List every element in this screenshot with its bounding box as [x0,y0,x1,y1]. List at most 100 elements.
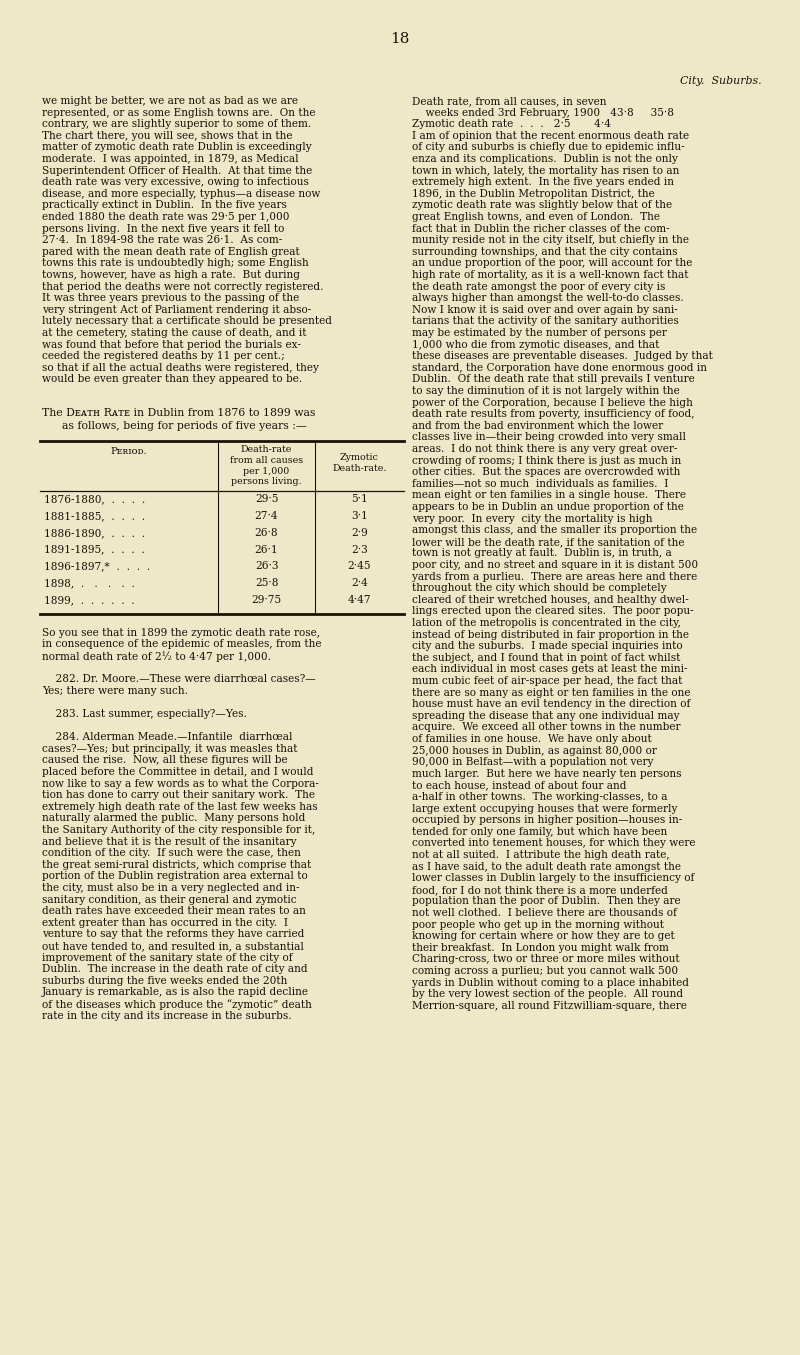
Text: standard, the Corporation have done enormous good in: standard, the Corporation have done enor… [412,363,707,373]
Text: 29·5: 29·5 [255,495,278,504]
Text: acquire.  We exceed all other towns in the number: acquire. We exceed all other towns in th… [412,722,681,733]
Text: we might be better, we are not as bad as we are: we might be better, we are not as bad as… [42,96,298,106]
Text: 90,000 in Belfast—with a population not very: 90,000 in Belfast—with a population not … [412,757,654,767]
Text: 27·4: 27·4 [254,511,278,522]
Text: lower classes in Dublin largely to the insufficiency of: lower classes in Dublin largely to the i… [412,873,694,883]
Text: munity reside not in the city itself, but chiefly in the: munity reside not in the city itself, bu… [412,236,689,245]
Text: town in which, lately, the mortality has risen to an: town in which, lately, the mortality has… [412,165,679,176]
Text: the Sanitary Authority of the city responsible for it,: the Sanitary Authority of the city respo… [42,825,315,835]
Text: classes live in—their being crowded into very small: classes live in—their being crowded into… [412,432,686,442]
Text: tarians that the activity of the sanitary authorities: tarians that the activity of the sanitar… [412,317,678,327]
Text: their breakfast.  In London you might walk from: their breakfast. In London you might wal… [412,943,669,953]
Text: Zymotic
Death-rate.: Zymotic Death-rate. [332,453,386,473]
Text: the death rate amongst the poor of every city is: the death rate amongst the poor of every… [412,282,666,291]
Text: cases?—Yes; but principally, it was measles that: cases?—Yes; but principally, it was meas… [42,744,298,753]
Text: and from the bad environment which the lower: and from the bad environment which the l… [412,421,663,431]
Text: areas.  I do not think there is any very great over-: areas. I do not think there is any very … [412,444,678,454]
Text: extent greater than has occurred in the city.  I: extent greater than has occurred in the … [42,917,288,928]
Text: 25·8: 25·8 [254,579,278,588]
Text: the subject, and I found that in point of fact whilst: the subject, and I found that in point o… [412,653,680,663]
Text: a-half in other towns.  The working-classes, to a: a-half in other towns. The working-class… [412,793,667,802]
Text: The Dᴇᴀᴛʜ Rᴀᴛᴇ in Dublin from 1876 to 1899 was: The Dᴇᴀᴛʜ Rᴀᴛᴇ in Dublin from 1876 to 18… [42,408,315,417]
Text: extremely high extent.  In the five years ended in: extremely high extent. In the five years… [412,178,674,187]
Text: pared with the mean death rate of English great: pared with the mean death rate of Englis… [42,247,300,257]
Text: 1,000 who die from zymotic diseases, and that: 1,000 who die from zymotic diseases, and… [412,340,659,350]
Text: very poor.  In every  city the mortality is high: very poor. In every city the mortality i… [412,514,653,523]
Text: 3·1: 3·1 [351,511,368,522]
Text: 2·9: 2·9 [351,528,368,538]
Text: to say the diminution of it is not largely within the: to say the diminution of it is not large… [412,386,680,396]
Text: enza and its complications.  Dublin is not the only: enza and its complications. Dublin is no… [412,154,678,164]
Text: 2·3: 2·3 [351,545,368,554]
Text: persons living.  In the next five years it fell to: persons living. In the next five years i… [42,224,284,233]
Text: lings erected upon the cleared sites.  The poor popu-: lings erected upon the cleared sites. Th… [412,607,694,617]
Text: not well clothed.  I believe there are thousands of: not well clothed. I believe there are th… [412,908,677,917]
Text: 18: 18 [390,33,410,46]
Text: 26·1: 26·1 [254,545,278,554]
Text: occupied by persons in higher position—houses in-: occupied by persons in higher position—h… [412,816,682,825]
Text: there are so many as eight or ten families in the one: there are so many as eight or ten famili… [412,687,690,698]
Text: Charing-cross, two or three or more miles without: Charing-cross, two or three or more mile… [412,954,680,965]
Text: poor people who get up in the morning without: poor people who get up in the morning wi… [412,920,664,930]
Text: 1899,  .  .  .  .  .  .: 1899, . . . . . . [44,595,134,604]
Text: out have tended to, and resulted in, a substantial: out have tended to, and resulted in, a s… [42,940,304,951]
Text: surrounding townships, and that the city contains: surrounding townships, and that the city… [412,247,678,257]
Text: placed before the Committee in detail, and I would: placed before the Committee in detail, a… [42,767,314,776]
Text: death rate was very excessive, owing to infectious: death rate was very excessive, owing to … [42,178,309,187]
Text: appears to be in Dublin an undue proportion of the: appears to be in Dublin an undue proport… [412,501,684,512]
Text: extremely high death rate of the last few weeks has: extremely high death rate of the last fe… [42,802,318,812]
Text: of city and suburbs is chiefly due to epidemic influ-: of city and suburbs is chiefly due to ep… [412,142,685,152]
Text: weeks ended 3rd February, 1900   43·8     35·8: weeks ended 3rd February, 1900 43·8 35·8 [412,107,674,118]
Text: in consequence of the epidemic of measles, from the: in consequence of the epidemic of measle… [42,640,322,649]
Text: 2·45: 2·45 [348,561,371,572]
Text: may be estimated by the number of persons per: may be estimated by the number of person… [412,328,667,337]
Text: tended for only one family, but which have been: tended for only one family, but which ha… [412,827,667,837]
Text: great English towns, and even of London.  The: great English towns, and even of London.… [412,211,660,222]
Text: 1876-1880,  .  .  .  .: 1876-1880, . . . . [44,495,146,504]
Text: improvement of the sanitary state of the city of: improvement of the sanitary state of the… [42,953,293,962]
Text: the city, must also be in a very neglected and in-: the city, must also be in a very neglect… [42,883,299,893]
Text: house must have an evil tendency in the direction of: house must have an evil tendency in the … [412,699,690,709]
Text: 29·75: 29·75 [251,595,282,604]
Text: represented, or as some English towns are.  On the: represented, or as some English towns ar… [42,107,315,118]
Text: Zymotic death rate  .  .  .   2·5       4·4: Zymotic death rate . . . 2·5 4·4 [412,119,611,129]
Text: was found that before that period the burials ex-: was found that before that period the bu… [42,340,301,350]
Text: venture to say that the reforms they have carried: venture to say that the reforms they hav… [42,930,304,939]
Text: and believe that it is the result of the insanitary: and believe that it is the result of the… [42,836,297,847]
Text: It was three years previous to the passing of the: It was three years previous to the passi… [42,293,299,304]
Text: crowding of rooms; I think there is just as much in: crowding of rooms; I think there is just… [412,455,682,466]
Text: population than the poor of Dublin.  Then they are: population than the poor of Dublin. Then… [412,897,681,906]
Text: poor city, and no street and square in it is distant 500: poor city, and no street and square in i… [412,560,698,570]
Text: 2·4: 2·4 [351,579,368,588]
Text: mum cubic feet of air-space per head, the fact that: mum cubic feet of air-space per head, th… [412,676,682,686]
Text: death rate results from poverty, insufficiency of food,: death rate results from poverty, insuffi… [412,409,694,419]
Text: of families in one house.  We have only about: of families in one house. We have only a… [412,734,652,744]
Text: as I have said, to the adult death rate amongst the: as I have said, to the adult death rate … [412,862,681,871]
Text: practically extinct in Dublin.  In the five years: practically extinct in Dublin. In the fi… [42,201,287,210]
Text: by the very lowest section of the people.  All round: by the very lowest section of the people… [412,989,683,999]
Text: I am of opinion that the recent enormous death rate: I am of opinion that the recent enormous… [412,131,689,141]
Text: throughout the city which should be completely: throughout the city which should be comp… [412,583,666,593]
Text: power of the Corporation, because I believe the high: power of the Corporation, because I beli… [412,397,693,408]
Text: mean eight or ten families in a single house.  There: mean eight or ten families in a single h… [412,491,686,500]
Text: 282. Dr. Moore.—These were diarrhœal cases?—: 282. Dr. Moore.—These were diarrhœal cas… [42,675,316,684]
Text: City.  Suburbs.: City. Suburbs. [680,76,762,85]
Text: zymotic death rate was slightly below that of the: zymotic death rate was slightly below th… [412,201,672,210]
Text: 1896, in the Dublin Metropolitan District, the: 1896, in the Dublin Metropolitan Distric… [412,188,654,199]
Text: matter of zymotic death rate Dublin is exceedingly: matter of zymotic death rate Dublin is e… [42,142,312,152]
Text: 26·3: 26·3 [254,561,278,572]
Text: Death rate, from all causes, in seven: Death rate, from all causes, in seven [412,96,606,106]
Text: other cities.  But the spaces are overcrowded with: other cities. But the spaces are overcro… [412,467,680,477]
Text: spreading the disease that any one individual may: spreading the disease that any one indiv… [412,711,679,721]
Text: food, for I do not think there is a more underfed: food, for I do not think there is a more… [412,885,668,894]
Text: lation of the metropolis is concentrated in the city,: lation of the metropolis is concentrated… [412,618,681,627]
Text: Now I know it is said over and over again by sani-: Now I know it is said over and over agai… [412,305,678,314]
Text: towns this rate is undoubtedly high; some English: towns this rate is undoubtedly high; som… [42,259,309,268]
Text: as follows, being for periods of five years :—: as follows, being for periods of five ye… [62,420,306,431]
Text: lutely necessary that a certificate should be presented: lutely necessary that a certificate shou… [42,317,332,327]
Text: 1881-1885,  .  .  .  .: 1881-1885, . . . . [44,511,145,522]
Text: always higher than amongst the well-to-do classes.: always higher than amongst the well-to-d… [412,293,684,304]
Text: ceeded the registered deaths by 11 per cent.;: ceeded the registered deaths by 11 per c… [42,351,285,362]
Text: the great semi-rural districts, which comprise that: the great semi-rural districts, which co… [42,860,311,870]
Text: So you see that in 1899 the zymotic death rate rose,: So you see that in 1899 the zymotic deat… [42,627,320,638]
